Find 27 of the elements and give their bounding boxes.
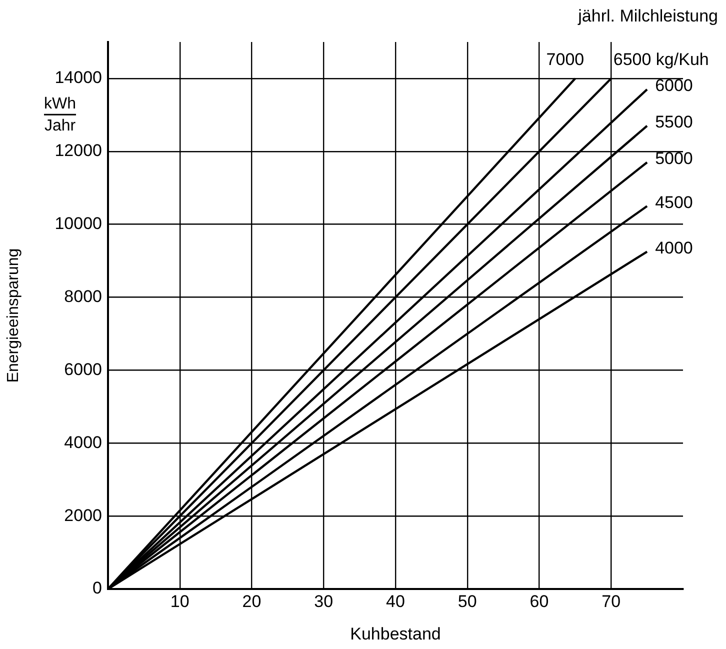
y-tick-label: 0 [92, 578, 102, 598]
x-tick-label: 60 [530, 592, 549, 611]
legend-title: jährl. Milchleistung [577, 6, 718, 26]
series-label: 5500 [655, 112, 693, 132]
series-label: 6000 [655, 76, 693, 96]
y-tick-label: 12000 [54, 141, 102, 160]
y-tick-label: 6000 [64, 360, 102, 379]
y-axis-title: Energieeinsparung [5, 248, 22, 383]
y-tick-label: 10000 [54, 214, 102, 234]
x-tick-label: 50 [458, 592, 477, 611]
x-tick-label: 10 [170, 592, 190, 611]
y-tick-label: 14000 [54, 68, 102, 88]
series-label: 4500 [655, 192, 693, 212]
y-tick-label: 4000 [64, 432, 102, 452]
text: Jahr [44, 117, 76, 134]
x-axis-title: Kuhbestand [350, 624, 441, 644]
y-tick-label: 2000 [64, 506, 102, 525]
x-tick-label: 70 [602, 592, 621, 611]
x-tick-label: 30 [314, 592, 334, 611]
series-label: 6500 kg/Kuh [613, 50, 709, 70]
series-label: 7000 [546, 50, 584, 70]
series-label: 5000 [655, 149, 693, 168]
x-tick-label: 20 [242, 592, 262, 611]
y-tick-label: 8000 [64, 286, 102, 306]
text: kWh [44, 95, 76, 112]
series-label: 4000 [655, 238, 693, 258]
x-tick-label: 40 [386, 592, 405, 611]
